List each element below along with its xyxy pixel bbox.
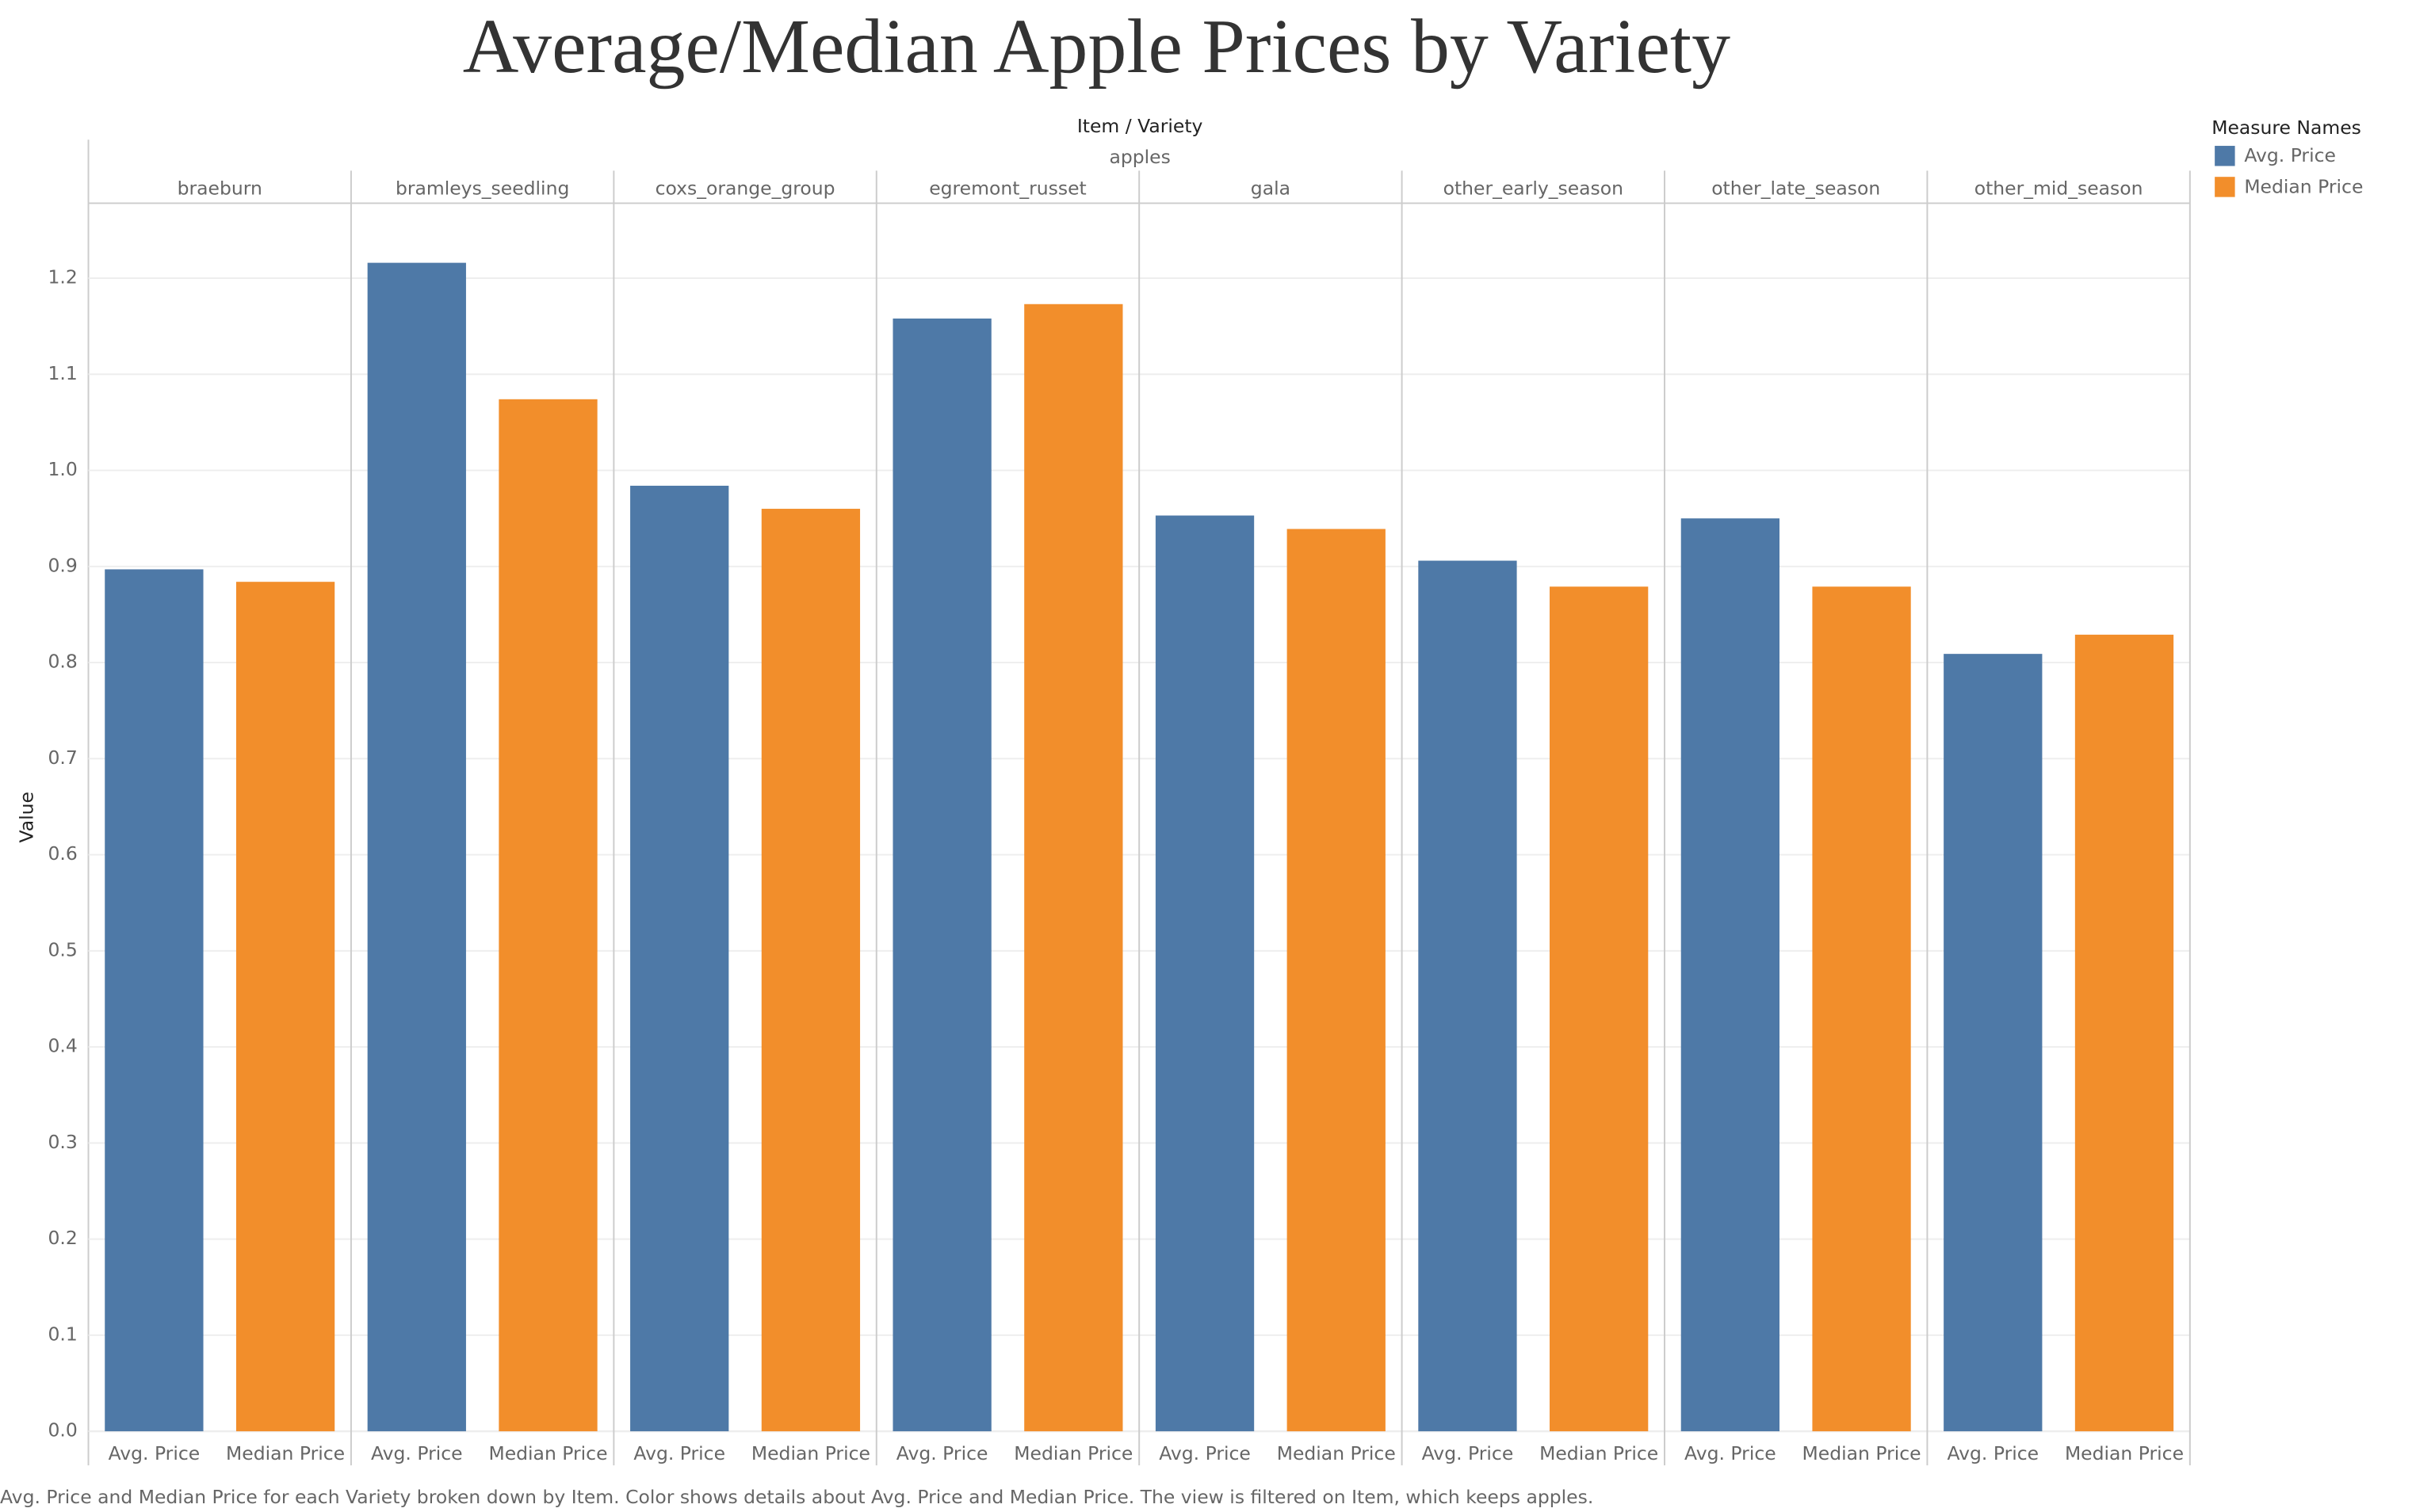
- x-tick-label: Median Price: [1014, 1442, 1133, 1464]
- y-tick-label: 0.0: [48, 1419, 78, 1441]
- y-tick-label: 0.4: [48, 1035, 78, 1057]
- x-tick-label: Median Price: [1802, 1442, 1921, 1464]
- x-tick-label: Avg. Price: [371, 1442, 463, 1464]
- legend-label: Median Price: [2244, 175, 2363, 197]
- bar: [499, 399, 598, 1432]
- bar: [1024, 304, 1123, 1432]
- bar: [1155, 515, 1255, 1432]
- header-title: Item / Variety: [1077, 115, 1203, 137]
- bar: [1812, 586, 1911, 1432]
- bar: [630, 485, 729, 1432]
- legend-swatch: [2215, 177, 2235, 197]
- bar: [2074, 634, 2174, 1432]
- x-tick-label: Avg. Price: [896, 1442, 988, 1464]
- bar: [1286, 529, 1386, 1432]
- category-label: gala: [1251, 177, 1290, 199]
- category-label: other_early_season: [1443, 177, 1623, 199]
- x-tick-label: Avg. Price: [109, 1442, 201, 1464]
- y-tick-label: 0.7: [48, 746, 78, 769]
- x-tick-label: Median Price: [751, 1442, 870, 1464]
- y-tick-label: 0.6: [48, 842, 78, 865]
- x-tick-label: Avg. Price: [1684, 1442, 1776, 1464]
- category-label: bramleys_seedling: [396, 177, 569, 199]
- category-label: braeburn: [178, 177, 262, 199]
- bar: [1680, 518, 1780, 1432]
- bar: [367, 262, 466, 1432]
- caption: Avg. Price and Median Price for each Var…: [0, 1486, 1593, 1508]
- y-tick-label: 0.1: [48, 1323, 78, 1345]
- x-tick-label: Median Price: [1539, 1442, 1658, 1464]
- y-tick-label: 0.3: [48, 1131, 78, 1153]
- x-tick-label: Avg. Price: [633, 1442, 725, 1464]
- y-tick-label: 0.2: [48, 1227, 78, 1249]
- y-axis-label: Value: [16, 792, 38, 842]
- category-label: other_late_season: [1711, 177, 1880, 199]
- legend-label: Avg. Price: [2244, 144, 2336, 166]
- bar: [1944, 654, 2043, 1432]
- category-label: other_mid_season: [1974, 177, 2143, 199]
- y-tick-label: 0.5: [48, 938, 78, 960]
- x-tick-label: Avg. Price: [1422, 1442, 1514, 1464]
- x-tick-label: Median Price: [2065, 1442, 2184, 1464]
- y-tick-label: 1.2: [48, 266, 78, 288]
- bar: [105, 569, 204, 1432]
- bar: [1418, 560, 1517, 1432]
- category-label: coxs_orange_group: [656, 177, 835, 199]
- x-tick-label: Median Price: [1277, 1442, 1396, 1464]
- y-tick-label: 0.9: [48, 554, 78, 576]
- chart-title: Average/Median Apple Prices by Variety: [463, 4, 1730, 90]
- x-tick-label: Avg. Price: [1947, 1442, 2039, 1464]
- x-tick-label: Median Price: [488, 1442, 607, 1464]
- bar: [1550, 586, 1649, 1432]
- bar: [235, 582, 335, 1432]
- category-label: egremont_russet: [929, 177, 1087, 199]
- legend-swatch: [2215, 146, 2235, 166]
- y-tick-label: 1.0: [48, 458, 78, 480]
- y-tick-label: 0.8: [48, 651, 78, 673]
- bar: [761, 509, 861, 1432]
- x-tick-label: Avg. Price: [1159, 1442, 1251, 1464]
- bar: [893, 318, 992, 1432]
- y-tick-label: 1.1: [48, 362, 78, 384]
- x-tick-label: Median Price: [226, 1442, 345, 1464]
- group-label: apples: [1109, 146, 1170, 168]
- legend-title: Measure Names: [2211, 116, 2361, 139]
